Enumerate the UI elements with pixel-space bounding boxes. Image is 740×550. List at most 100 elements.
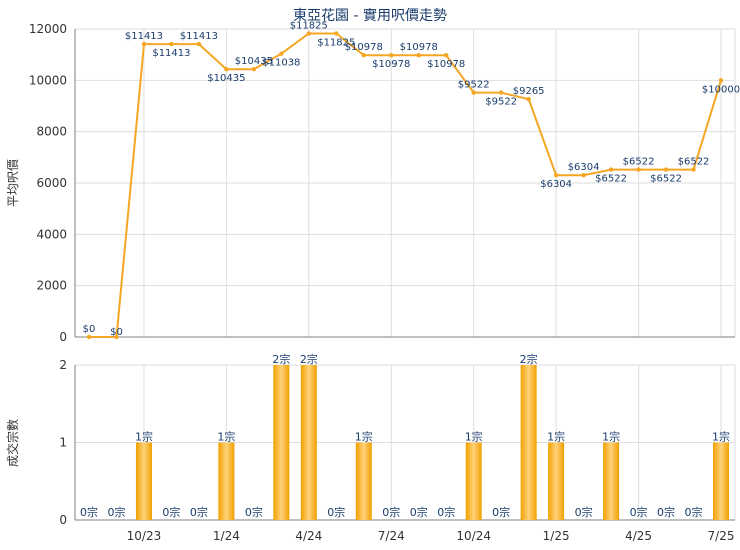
price-data-label: $0 bbox=[83, 324, 96, 335]
price-data-label: $11825 bbox=[317, 37, 355, 48]
volume-data-label: 1宗 bbox=[547, 430, 565, 444]
price-data-label: $10978 bbox=[427, 59, 465, 70]
volume-bar[interactable] bbox=[355, 442, 372, 521]
volume-bar[interactable] bbox=[520, 365, 537, 520]
price-data-label: $9265 bbox=[513, 86, 545, 97]
price-data-label: $10978 bbox=[345, 42, 383, 53]
y-tick-label: 8000 bbox=[36, 125, 67, 139]
price-point[interactable] bbox=[581, 172, 586, 178]
volume-bar[interactable] bbox=[135, 442, 152, 521]
x-tick-label: 1/25 bbox=[543, 529, 570, 543]
volume-data-label: 2宗 bbox=[300, 352, 318, 366]
price-data-label: $10978 bbox=[400, 42, 438, 53]
volume-data-label: 0宗 bbox=[575, 505, 593, 519]
price-point[interactable] bbox=[663, 167, 669, 172]
price-data-label: $6304 bbox=[568, 162, 600, 173]
price-data-label: $0 bbox=[110, 327, 123, 338]
price-point[interactable] bbox=[86, 334, 92, 340]
volume-bar[interactable] bbox=[300, 365, 317, 520]
price-point[interactable] bbox=[279, 51, 284, 56]
price-point[interactable] bbox=[306, 31, 312, 36]
volume-data-label: 1宗 bbox=[712, 430, 730, 444]
price-data-label: $9522 bbox=[485, 97, 517, 108]
y-tick-label: 2000 bbox=[36, 279, 67, 293]
price-point[interactable] bbox=[444, 53, 449, 58]
y-tick-label: 12000 bbox=[29, 22, 67, 36]
price-point[interactable] bbox=[224, 66, 229, 72]
price-point[interactable] bbox=[361, 53, 366, 58]
volume-data-label: 2宗 bbox=[272, 352, 290, 366]
volume-data-label: 0宗 bbox=[437, 505, 455, 519]
price-point[interactable] bbox=[141, 41, 147, 47]
price-axis-label: 平均呎價 bbox=[6, 159, 20, 207]
volume-data-label: 0宗 bbox=[107, 505, 125, 519]
y-tick-label: 4000 bbox=[36, 227, 67, 241]
volume-data-label: 0宗 bbox=[190, 505, 208, 519]
chart-title: 東亞花園 - 實用呎價走勢 bbox=[293, 7, 447, 24]
volume-data-label: 1宗 bbox=[135, 430, 153, 444]
price-point[interactable] bbox=[114, 334, 119, 340]
price-line-chart: 0 2000 4000 6000 8000 10000 12000 $0 $0 $11413 $11… bbox=[29, 20, 740, 344]
volume-data-label: 0宗 bbox=[657, 505, 675, 519]
price-point[interactable] bbox=[416, 53, 421, 58]
volume-bar-chart: 10/23 1/24 4/24 7/24 10/24 1/25 4/25 7/25 0 1 2 0宗 0… bbox=[59, 352, 736, 543]
price-data-label: $10435 bbox=[207, 73, 245, 84]
x-tick-label: 7/24 bbox=[378, 529, 405, 543]
price-point[interactable] bbox=[196, 41, 202, 47]
y-tick-label: 1 bbox=[59, 436, 67, 450]
y-tick-label: 2 bbox=[59, 358, 67, 372]
price-point[interactable] bbox=[691, 167, 696, 172]
price-point[interactable] bbox=[608, 167, 614, 172]
x-tick-label: 7/25 bbox=[708, 529, 735, 543]
price-point[interactable] bbox=[389, 53, 394, 58]
volume-data-label: 0宗 bbox=[327, 505, 345, 519]
price-data-label: $11413 bbox=[152, 48, 190, 59]
x-tick-label: 4/25 bbox=[625, 529, 652, 543]
volume-bar[interactable] bbox=[548, 442, 565, 521]
price-point[interactable] bbox=[334, 31, 339, 36]
price-point[interactable] bbox=[251, 66, 257, 72]
y-tick-label: 6000 bbox=[36, 176, 67, 190]
count-axis-label: 成交宗數 bbox=[5, 419, 20, 467]
price-point[interactable] bbox=[553, 172, 559, 178]
price-data-label: $10000 bbox=[702, 84, 740, 95]
price-data-label: $6522 bbox=[595, 174, 627, 185]
volume-bar[interactable] bbox=[218, 442, 235, 521]
volume-data-label: 0宗 bbox=[245, 505, 263, 519]
volume-bar[interactable] bbox=[465, 442, 482, 521]
volume-data-label: 0宗 bbox=[162, 505, 180, 519]
price-point[interactable] bbox=[526, 96, 531, 102]
volume-bar[interactable] bbox=[273, 365, 290, 520]
price-data-label: $11825 bbox=[290, 20, 328, 31]
x-tick-label: 10/23 bbox=[127, 529, 162, 543]
price-data-label: $6522 bbox=[623, 157, 655, 168]
price-data-label: $10435 bbox=[235, 56, 273, 67]
x-tick-label: 10/24 bbox=[456, 529, 491, 543]
price-data-label: $6522 bbox=[650, 174, 682, 185]
price-data-label: $11038 bbox=[262, 58, 300, 69]
price-data-label: $9522 bbox=[458, 80, 490, 91]
y-tick-label: 10000 bbox=[29, 73, 67, 87]
y-tick-label: 0 bbox=[59, 330, 67, 344]
price-data-label: $11413 bbox=[125, 31, 163, 42]
volume-data-label: 0宗 bbox=[80, 505, 98, 519]
volume-data-label: 1宗 bbox=[217, 430, 235, 444]
x-tick-label: 4/24 bbox=[295, 529, 322, 543]
price-point[interactable] bbox=[169, 41, 174, 47]
price-point[interactable] bbox=[498, 90, 504, 95]
price-point[interactable] bbox=[471, 90, 476, 95]
price-data-label: $10978 bbox=[372, 59, 410, 70]
price-data-label: $6304 bbox=[540, 179, 572, 190]
volume-bar[interactable] bbox=[713, 442, 729, 521]
volume-data-label: 0宗 bbox=[685, 505, 703, 519]
volume-data-label: 0宗 bbox=[382, 505, 400, 519]
volume-data-label: 1宗 bbox=[465, 430, 483, 444]
volume-data-label: 1宗 bbox=[602, 430, 620, 444]
volume-bar[interactable] bbox=[603, 442, 620, 521]
price-point[interactable] bbox=[636, 167, 641, 172]
volume-data-label: 0宗 bbox=[492, 505, 510, 519]
price-data-label: $6522 bbox=[678, 157, 710, 168]
price-point[interactable] bbox=[718, 78, 724, 83]
